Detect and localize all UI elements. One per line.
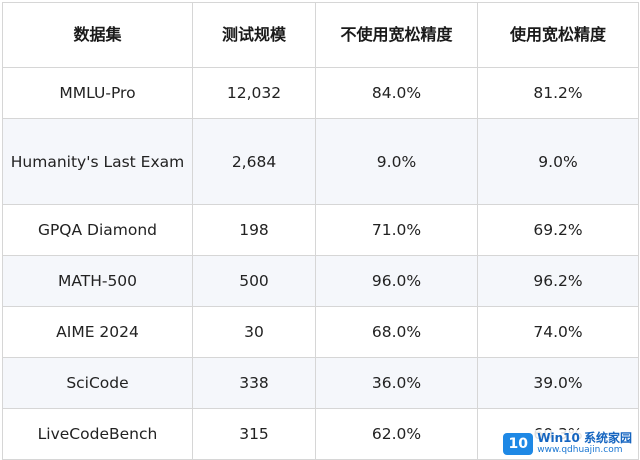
relaxed-cell: 74.0% (477, 306, 639, 358)
dataset-cell: SciCode (2, 357, 193, 409)
table-row: SciCode 338 36.0% 39.0% (2, 357, 639, 409)
size-cell: 315 (192, 408, 316, 460)
watermark-brand: Win10 系统家园 (537, 431, 632, 445)
table-row: Humanity's Last Exam 2,684 9.0% 9.0% (2, 118, 639, 205)
dataset-cell: Humanity's Last Exam (2, 118, 193, 205)
header-dataset: 数据集 (2, 2, 193, 68)
strict-cell: 62.0% (315, 408, 478, 460)
dataset-cell: MMLU-Pro (2, 67, 193, 119)
site-watermark: 10 Win10 系统家园 www.qdhuajin.com (499, 430, 636, 458)
relaxed-cell: 96.2% (477, 255, 639, 307)
dataset-cell: AIME 2024 (2, 306, 193, 358)
watermark-url: www.qdhuajin.com (537, 445, 623, 455)
strict-cell: 71.0% (315, 204, 478, 256)
table-row: GPQA Diamond 198 71.0% 69.2% (2, 204, 639, 256)
relaxed-cell: 81.2% (477, 67, 639, 119)
table-row: AIME 2024 30 68.0% 74.0% (2, 306, 639, 358)
strict-cell: 36.0% (315, 357, 478, 409)
size-cell: 12,032 (192, 67, 316, 119)
table-row: MMLU-Pro 12,032 84.0% 81.2% (2, 67, 639, 119)
size-cell: 2,684 (192, 118, 316, 205)
header-strict-precision: 不使用宽松精度 (315, 2, 478, 68)
size-cell: 500 (192, 255, 316, 307)
table-row: MATH-500 500 96.0% 96.2% (2, 255, 639, 307)
header-row: 数据集 测试规模 不使用宽松精度 使用宽松精度 (2, 2, 639, 68)
relaxed-cell: 9.0% (477, 118, 639, 205)
strict-cell: 96.0% (315, 255, 478, 307)
dataset-cell: GPQA Diamond (2, 204, 193, 256)
dataset-cell: MATH-500 (2, 255, 193, 307)
size-cell: 338 (192, 357, 316, 409)
strict-cell: 68.0% (315, 306, 478, 358)
header-test-size: 测试规模 (192, 2, 316, 68)
relaxed-cell: 69.2% (477, 204, 639, 256)
dataset-cell: LiveCodeBench (2, 408, 193, 460)
size-cell: 30 (192, 306, 316, 358)
win10-logo-icon: 10 (503, 433, 534, 455)
header-relaxed-precision: 使用宽松精度 (477, 2, 639, 68)
strict-cell: 84.0% (315, 67, 478, 119)
relaxed-cell: 39.0% (477, 357, 639, 409)
size-cell: 198 (192, 204, 316, 256)
strict-cell: 9.0% (315, 118, 478, 205)
